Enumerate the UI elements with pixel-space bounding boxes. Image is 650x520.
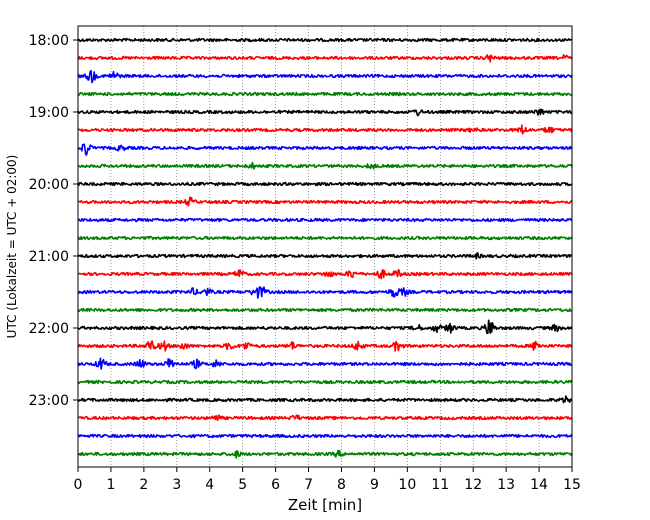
trace-line <box>77 181 573 187</box>
trace-line <box>77 286 573 299</box>
x-axis: 0 1 2 3 4 5 6 7 8 9 10 11 12 13 14 15 <box>74 467 581 493</box>
x-tick-label: 6 <box>271 477 280 493</box>
traces <box>77 37 573 459</box>
trace-line <box>77 235 573 241</box>
trace-line <box>77 69 573 84</box>
x-tick-label: 3 <box>172 477 181 493</box>
trace-line <box>77 319 573 335</box>
y-tick-label: 19:00 <box>29 105 69 121</box>
y-tick-label: 20:00 <box>29 177 69 193</box>
trace-line <box>77 340 573 352</box>
x-tick-label: 12 <box>464 477 482 493</box>
trace-line <box>77 91 573 97</box>
x-tick-label: 10 <box>398 477 416 493</box>
trace-line <box>77 37 573 43</box>
trace-line <box>77 395 573 404</box>
trace-line <box>77 217 573 223</box>
x-tick-label: 14 <box>530 477 548 493</box>
trace-line <box>77 196 573 207</box>
trace-line <box>77 433 573 439</box>
trace-line <box>77 307 573 313</box>
x-tick-label: 0 <box>74 477 83 493</box>
x-tick-label: 1 <box>106 477 115 493</box>
x-tick-label: 7 <box>304 477 313 493</box>
x-tick-label: 13 <box>497 477 515 493</box>
x-tick-label: 9 <box>370 477 379 493</box>
trace-line <box>77 143 573 156</box>
plot-frame <box>77 25 573 468</box>
trace-line <box>77 108 573 117</box>
trace-line <box>77 252 573 260</box>
x-tick-label: 5 <box>238 477 247 493</box>
x-tick-label: 8 <box>337 477 346 493</box>
y-tick-label: 22:00 <box>29 321 69 337</box>
trace-line <box>77 161 573 170</box>
trace-line <box>77 54 573 63</box>
x-tick-label: 2 <box>139 477 148 493</box>
x-tick-label: 4 <box>205 477 214 493</box>
x-tick-label: 15 <box>563 477 581 493</box>
trace-line <box>77 414 573 421</box>
y-tick-label: 21:00 <box>29 249 69 265</box>
y-axis: 18:00 19:00 20:00 21:00 22:00 23:00 <box>29 33 78 409</box>
trace-line <box>77 449 573 459</box>
x-axis-label: Zeit [min] <box>288 496 362 514</box>
x-tick-label: 11 <box>431 477 449 493</box>
y-tick-label: 23:00 <box>29 393 69 409</box>
trace-line <box>77 357 573 370</box>
trace-line <box>77 379 573 385</box>
y-tick-label: 18:00 <box>29 33 69 49</box>
trace-line <box>77 124 573 135</box>
trace-line <box>77 269 573 280</box>
y-axis-label: UTC (Lokalzeit = UTC + 02:00) <box>5 155 19 339</box>
